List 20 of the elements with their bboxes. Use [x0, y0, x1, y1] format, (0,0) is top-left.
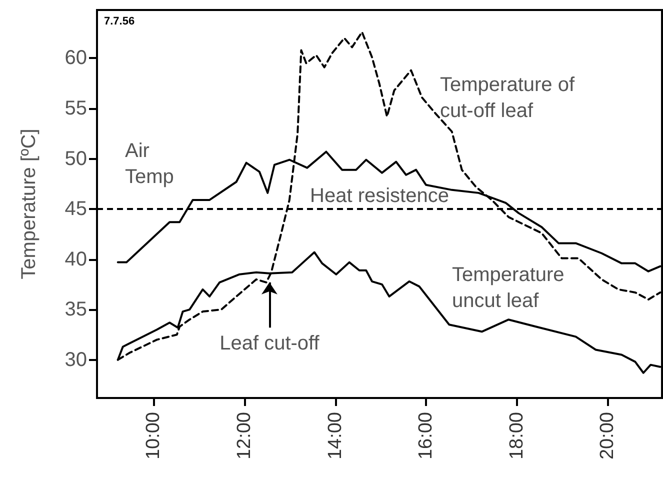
- x-tick-label: 20:00: [597, 412, 618, 460]
- y-tick-label: 55: [64, 98, 87, 120]
- annotation: Leaf cut-off: [220, 332, 320, 355]
- y-tick-label: 40: [64, 248, 87, 270]
- x-tick-label: 12:00: [234, 412, 255, 460]
- x-tick-label: 16:00: [416, 412, 437, 460]
- y-tick-label: 50: [64, 148, 87, 170]
- annotation: 7.7.56: [104, 16, 135, 28]
- y-tick-label: 30: [64, 348, 87, 371]
- x-tick-label: 14:00: [324, 412, 346, 460]
- x-tick-label: 18:00: [506, 412, 528, 460]
- y-axis-title: Temperature [ºC]: [18, 128, 40, 280]
- x-tick-label: 10:00: [143, 412, 164, 460]
- ref-line-label: Heat resistence: [310, 185, 449, 208]
- y-tick-label: 35: [64, 298, 87, 321]
- y-tick-label: 45: [64, 198, 87, 220]
- series-label: Temperature uncut leaf: [452, 264, 570, 312]
- y-tick-label: 60: [64, 47, 87, 70]
- series-label: Air Temp: [125, 140, 174, 188]
- series-label: Temperature of cut-off leaf: [440, 74, 580, 122]
